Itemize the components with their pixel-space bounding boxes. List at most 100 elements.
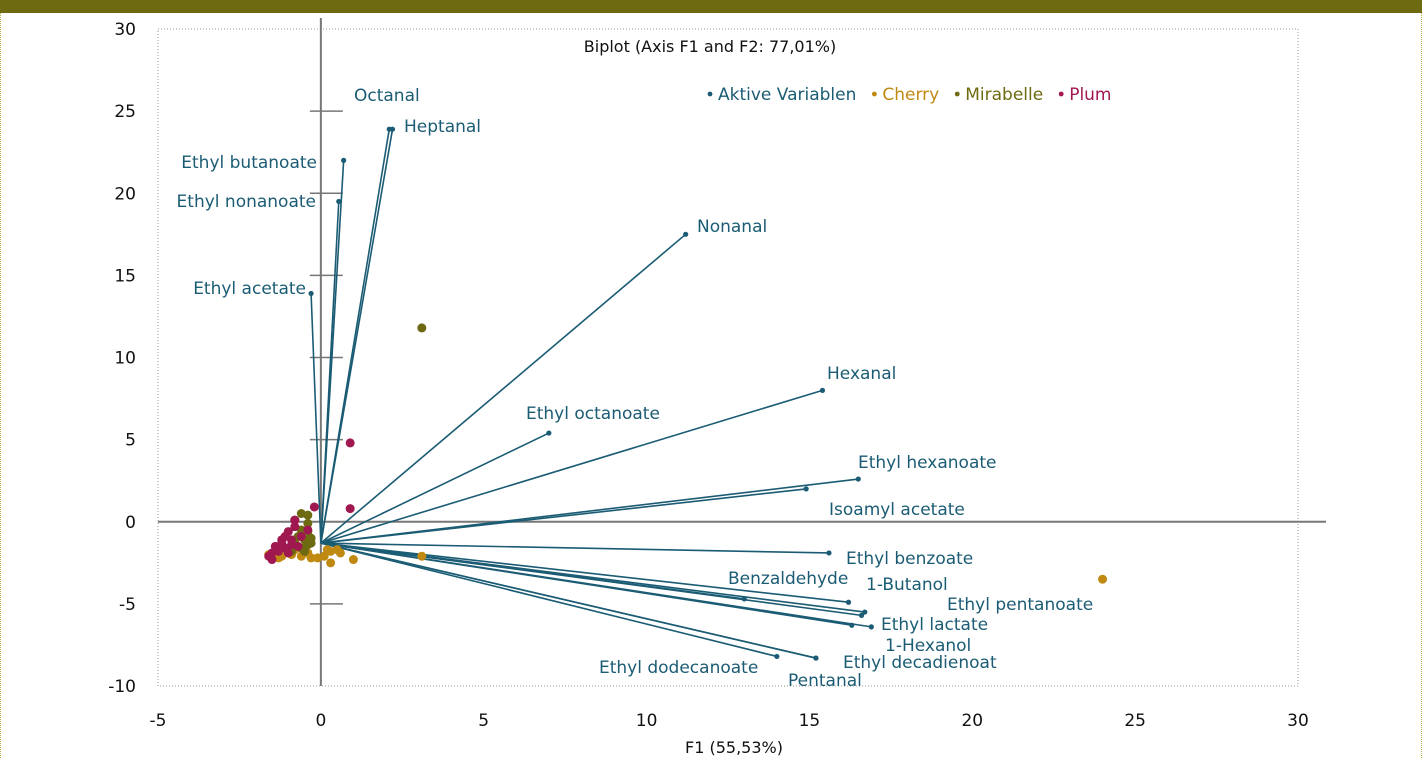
observation-mirabelle bbox=[303, 518, 313, 528]
x-tick-label: 25 bbox=[1124, 711, 1146, 731]
variable-label: Ethyl pentanoate bbox=[947, 595, 1093, 615]
x-tick-label: 15 bbox=[799, 711, 821, 731]
variable-vector bbox=[320, 542, 829, 554]
y-tick-label: 20 bbox=[114, 184, 136, 204]
legend-item: Aktive Variablen bbox=[718, 85, 856, 105]
variable-label: Heptanal bbox=[404, 117, 481, 137]
variable-label: Ethyl decadienoat bbox=[843, 653, 997, 673]
observation-plum bbox=[296, 532, 306, 542]
x-tick-label: 30 bbox=[1287, 711, 1309, 731]
observation-cherry bbox=[332, 545, 342, 555]
legend-marker bbox=[871, 91, 877, 97]
observation-plum bbox=[274, 546, 284, 556]
variable-vector bbox=[310, 293, 322, 544]
variable-label: Ethyl hexanoate bbox=[858, 453, 997, 473]
observation-mirabelle bbox=[300, 546, 310, 556]
legend: Aktive Variablen Cherry Mirabelle Plum bbox=[707, 85, 1112, 105]
variable-endpoint bbox=[862, 609, 868, 615]
x-axis-ticks: -5 0 5 10 15 20 25 30 bbox=[150, 711, 1309, 731]
y-tick-label: -5 bbox=[119, 595, 136, 615]
legend-marker bbox=[954, 91, 960, 97]
variable-endpoint bbox=[546, 430, 552, 436]
observation-plum bbox=[283, 548, 293, 558]
legend-marker bbox=[707, 91, 713, 97]
variable-endpoint bbox=[819, 387, 826, 393]
variable-vector bbox=[320, 432, 550, 544]
y-axis-ticks: -10 -5 0 5 10 15 20 25 30 bbox=[108, 20, 343, 697]
observation-plum bbox=[290, 522, 300, 532]
observation-plum bbox=[290, 515, 300, 525]
plot-area-border bbox=[157, 28, 1299, 687]
variable-vector bbox=[320, 542, 852, 627]
variable-vector bbox=[320, 542, 778, 658]
observation-plum bbox=[293, 541, 303, 551]
observation-cherry bbox=[417, 551, 427, 561]
variable-endpoint bbox=[803, 486, 809, 492]
variable-endpoint bbox=[868, 624, 874, 630]
observation-cherry bbox=[1098, 574, 1108, 584]
y-tick-label: 25 bbox=[114, 102, 136, 122]
observation-plum bbox=[345, 504, 355, 514]
observation-plum bbox=[345, 438, 355, 448]
observation-plum bbox=[309, 502, 319, 512]
variable-endpoint bbox=[826, 550, 832, 556]
observation-cherry bbox=[322, 545, 332, 555]
variable-label: Ethyl butanoate bbox=[181, 153, 317, 173]
variable-label: Ethyl benzoate bbox=[846, 549, 973, 569]
variable-label: Ethyl lactate bbox=[881, 615, 988, 635]
observation-plum bbox=[264, 551, 274, 561]
variable-vector bbox=[320, 542, 817, 659]
y-tick-label: 5 bbox=[125, 431, 136, 451]
variable-endpoint bbox=[308, 290, 314, 297]
observation-cherry bbox=[313, 553, 323, 563]
variable-vector bbox=[320, 542, 862, 617]
variable-label: Ethyl dodecanoate bbox=[599, 658, 758, 678]
plot-border-rect bbox=[157, 28, 1299, 687]
y-tick-label: -10 bbox=[108, 677, 136, 697]
observation-mirabelle bbox=[417, 323, 427, 333]
chart-title: Biplot (Axis F1 and F2: 77,01%) bbox=[584, 37, 836, 56]
legend-item: Mirabelle bbox=[965, 85, 1043, 105]
observation-mirabelle bbox=[303, 510, 313, 520]
variable-endpoint bbox=[813, 655, 819, 661]
variable-vectors bbox=[308, 126, 874, 661]
variable-label: Nonanal bbox=[697, 217, 767, 237]
observation-points bbox=[264, 323, 1108, 584]
variable-endpoint bbox=[774, 653, 780, 660]
observation-cherry bbox=[326, 558, 336, 568]
legend-marker bbox=[1058, 91, 1064, 97]
variable-label: Pentanal bbox=[788, 671, 862, 691]
variable-endpoint bbox=[845, 599, 852, 605]
legend-item: Cherry bbox=[882, 85, 939, 105]
variable-label: Octanal bbox=[354, 86, 420, 106]
variable-label: Ethyl acetate bbox=[193, 279, 306, 299]
variable-endpoint bbox=[683, 231, 689, 237]
x-tick-label: 20 bbox=[961, 711, 983, 731]
x-axis-label: F1 (55,53%) bbox=[685, 738, 783, 757]
y-tick-label: 10 bbox=[114, 349, 136, 369]
x-tick-label: 0 bbox=[315, 711, 326, 731]
y-tick-label: 15 bbox=[114, 266, 136, 286]
variable-label: Benzaldehyde bbox=[728, 569, 848, 589]
observation-plum bbox=[303, 525, 313, 535]
variable-label: 1-Butanol bbox=[866, 575, 948, 595]
variable-endpoint bbox=[389, 126, 396, 132]
variable-vector bbox=[320, 233, 687, 544]
variable-labels: Octanal Heptanal Ethyl butanoate Ethyl nona… bbox=[177, 86, 1094, 691]
variable-label: 1-Hexanol bbox=[885, 636, 971, 656]
variable-endpoint bbox=[855, 476, 861, 482]
variable-vector bbox=[320, 389, 823, 544]
variable-endpoint bbox=[336, 198, 342, 205]
x-tick-label: 5 bbox=[478, 711, 489, 731]
variable-endpoint bbox=[858, 612, 865, 618]
x-tick-label: 10 bbox=[636, 711, 658, 731]
observation-cherry bbox=[348, 555, 358, 565]
variable-endpoint bbox=[849, 622, 855, 628]
variable-label: Ethyl nonanoate bbox=[177, 192, 316, 212]
y-tick-label: 0 bbox=[125, 513, 136, 533]
variable-vector bbox=[320, 129, 394, 544]
variable-label: Hexanal bbox=[827, 364, 896, 384]
observation-plum bbox=[277, 538, 287, 548]
observation-mirabelle bbox=[306, 533, 316, 543]
